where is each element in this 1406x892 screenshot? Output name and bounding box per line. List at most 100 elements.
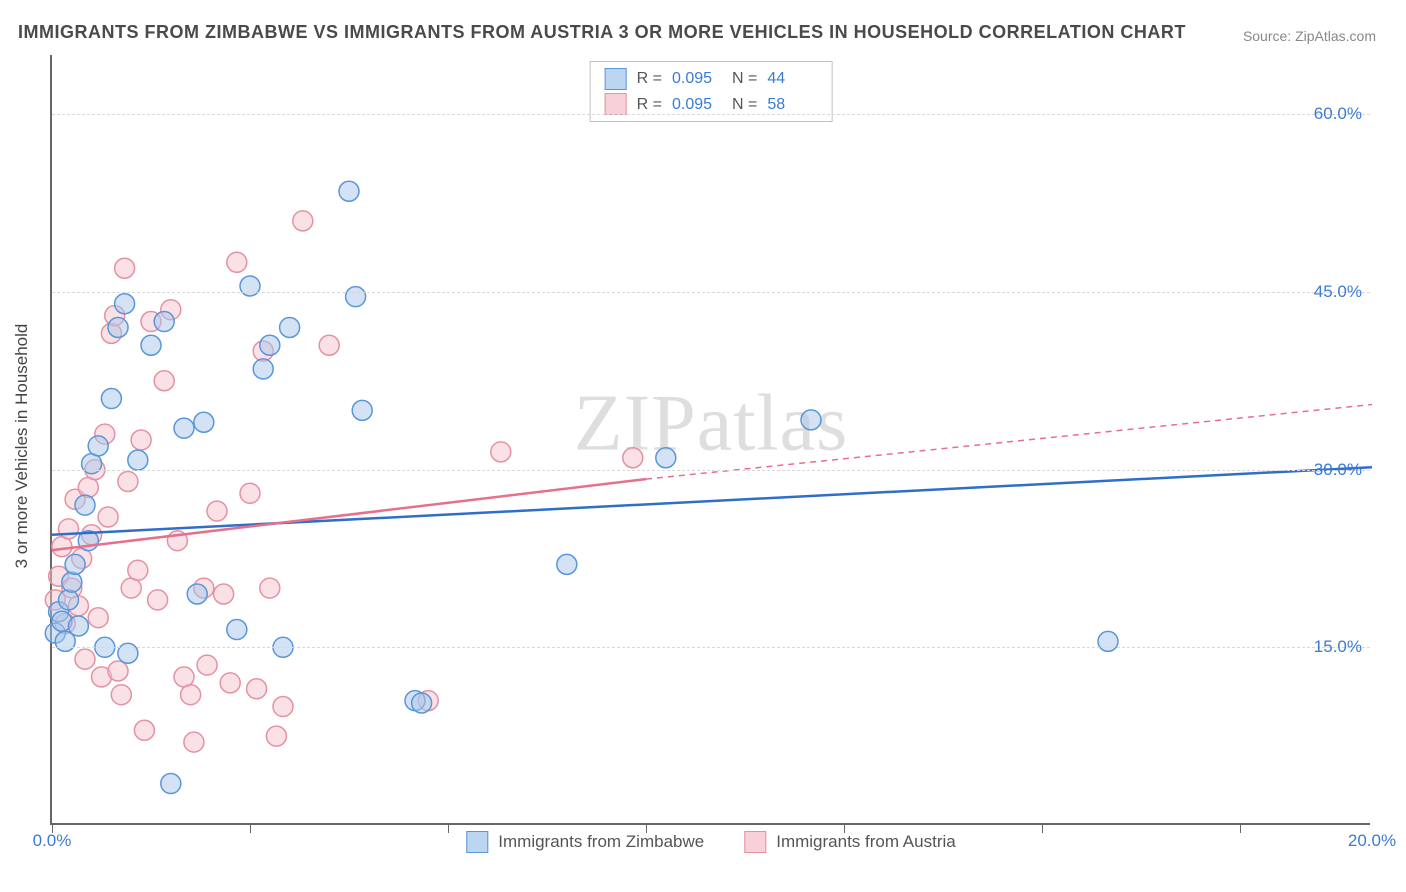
y-tick-label: 30.0% xyxy=(1314,460,1362,480)
scatter-point xyxy=(52,537,72,557)
scatter-point xyxy=(280,317,300,337)
scatter-point xyxy=(141,335,161,355)
scatter-point xyxy=(240,483,260,503)
scatter-point xyxy=(240,276,260,296)
r-label: R = xyxy=(637,66,662,92)
x-tick-minor xyxy=(646,823,647,833)
scatter-point xyxy=(75,495,95,515)
scatter-point xyxy=(214,584,234,604)
scatter-point xyxy=(339,181,359,201)
y-axis-label: 3 or more Vehicles in Household xyxy=(12,324,32,569)
scatter-point xyxy=(154,371,174,391)
x-tick-label: 20.0% xyxy=(1348,831,1396,851)
scatter-point xyxy=(59,519,79,539)
scatter-svg xyxy=(52,55,1370,823)
scatter-point xyxy=(154,312,174,332)
scatter-point xyxy=(121,578,141,598)
scatter-point xyxy=(174,667,194,687)
gridline xyxy=(52,114,1370,115)
scatter-point xyxy=(412,693,432,713)
n-value-zimbabwe: 44 xyxy=(767,66,817,92)
scatter-point xyxy=(82,454,102,474)
gridline xyxy=(52,470,1370,471)
scatter-point xyxy=(187,584,207,604)
y-tick-label: 15.0% xyxy=(1314,637,1362,657)
scatter-point xyxy=(118,643,138,663)
correlation-legend: R = 0.095 N = 44 R = 0.095 N = 58 xyxy=(590,61,833,122)
scatter-point xyxy=(134,720,154,740)
scatter-point xyxy=(88,608,108,628)
source-attribution: Source: ZipAtlas.com xyxy=(1243,28,1376,44)
plot-area: ZIPatlas R = 0.095 N = 44 R = 0.095 N = … xyxy=(50,55,1370,825)
x-tick-minor xyxy=(448,823,449,833)
gridline xyxy=(52,292,1370,293)
scatter-point xyxy=(128,560,148,580)
x-tick-minor xyxy=(52,823,53,833)
y-tick-label: 60.0% xyxy=(1314,104,1362,124)
scatter-point xyxy=(197,655,217,675)
swatch-zimbabwe xyxy=(605,68,627,90)
scatter-point xyxy=(111,685,131,705)
x-tick-minor xyxy=(1240,823,1241,833)
scatter-point xyxy=(260,578,280,598)
scatter-point xyxy=(88,436,108,456)
scatter-point xyxy=(108,317,128,337)
scatter-point xyxy=(108,661,128,681)
scatter-point xyxy=(62,572,82,592)
scatter-point xyxy=(98,507,118,527)
scatter-point xyxy=(319,335,339,355)
scatter-point xyxy=(148,590,168,610)
legend-label-zimbabwe: Immigrants from Zimbabwe xyxy=(498,832,704,852)
scatter-point xyxy=(247,679,267,699)
scatter-point xyxy=(227,252,247,272)
scatter-point xyxy=(266,726,286,746)
scatter-point xyxy=(118,471,138,491)
x-tick-minor xyxy=(1042,823,1043,833)
scatter-point xyxy=(656,448,676,468)
scatter-point xyxy=(75,649,95,669)
scatter-point xyxy=(352,400,372,420)
scatter-point xyxy=(227,620,247,640)
scatter-point xyxy=(346,287,366,307)
scatter-point xyxy=(68,616,88,636)
legend-item-austria: Immigrants from Austria xyxy=(744,831,956,853)
swatch-austria xyxy=(605,93,627,115)
scatter-point xyxy=(253,359,273,379)
trend-line-extrapolated xyxy=(646,404,1372,479)
scatter-point xyxy=(220,673,240,693)
scatter-point xyxy=(115,258,135,278)
chart-title: IMMIGRANTS FROM ZIMBABWE VS IMMIGRANTS F… xyxy=(18,22,1186,43)
scatter-point xyxy=(65,554,85,574)
r-value-zimbabwe: 0.095 xyxy=(672,66,722,92)
scatter-point xyxy=(194,412,214,432)
legend-label-austria: Immigrants from Austria xyxy=(776,832,956,852)
trend-line xyxy=(52,479,646,550)
scatter-point xyxy=(557,554,577,574)
legend-row-zimbabwe: R = 0.095 N = 44 xyxy=(605,66,818,92)
scatter-point xyxy=(128,450,148,470)
scatter-point xyxy=(161,774,181,794)
series-legend: Immigrants from Zimbabwe Immigrants from… xyxy=(466,831,955,853)
scatter-point xyxy=(115,294,135,314)
x-tick-minor xyxy=(250,823,251,833)
n-label: N = xyxy=(732,66,757,92)
scatter-point xyxy=(207,501,227,521)
scatter-point xyxy=(260,335,280,355)
y-tick-label: 45.0% xyxy=(1314,282,1362,302)
scatter-point xyxy=(174,418,194,438)
legend-item-zimbabwe: Immigrants from Zimbabwe xyxy=(466,831,704,853)
swatch-austria xyxy=(744,831,766,853)
scatter-point xyxy=(131,430,151,450)
swatch-zimbabwe xyxy=(466,831,488,853)
scatter-point xyxy=(273,697,293,717)
scatter-point xyxy=(293,211,313,231)
scatter-point xyxy=(491,442,511,462)
x-tick-minor xyxy=(844,823,845,833)
x-tick-label: 0.0% xyxy=(33,831,72,851)
scatter-point xyxy=(1098,631,1118,651)
scatter-point xyxy=(59,590,79,610)
scatter-point xyxy=(184,732,204,752)
scatter-point xyxy=(801,410,821,430)
scatter-point xyxy=(78,477,98,497)
scatter-point xyxy=(181,685,201,705)
